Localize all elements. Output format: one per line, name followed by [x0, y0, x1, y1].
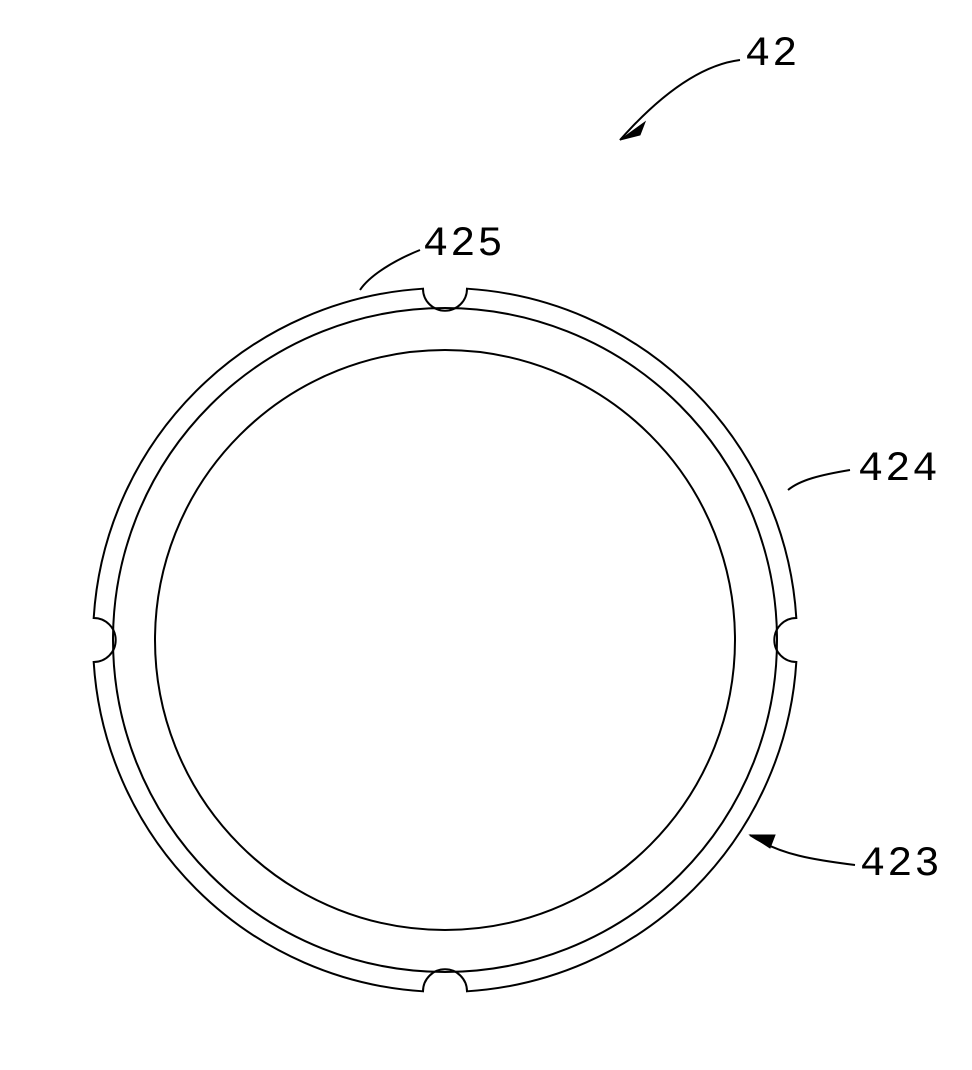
- diagram-svg: [0, 0, 972, 1070]
- ring-inner-circle: [155, 350, 735, 930]
- leader-425: [360, 250, 420, 290]
- label-right2: 423: [860, 840, 942, 888]
- outer-ring-with-bumps: [94, 289, 797, 992]
- leader-423-arrow: [750, 835, 775, 848]
- label-right1: 424: [858, 445, 940, 493]
- label-top: 425: [423, 220, 505, 268]
- label-main: 42: [745, 30, 799, 78]
- leader-424: [788, 470, 850, 490]
- leader-main-arrow: [620, 122, 645, 140]
- ring-inner-edge: [113, 308, 777, 972]
